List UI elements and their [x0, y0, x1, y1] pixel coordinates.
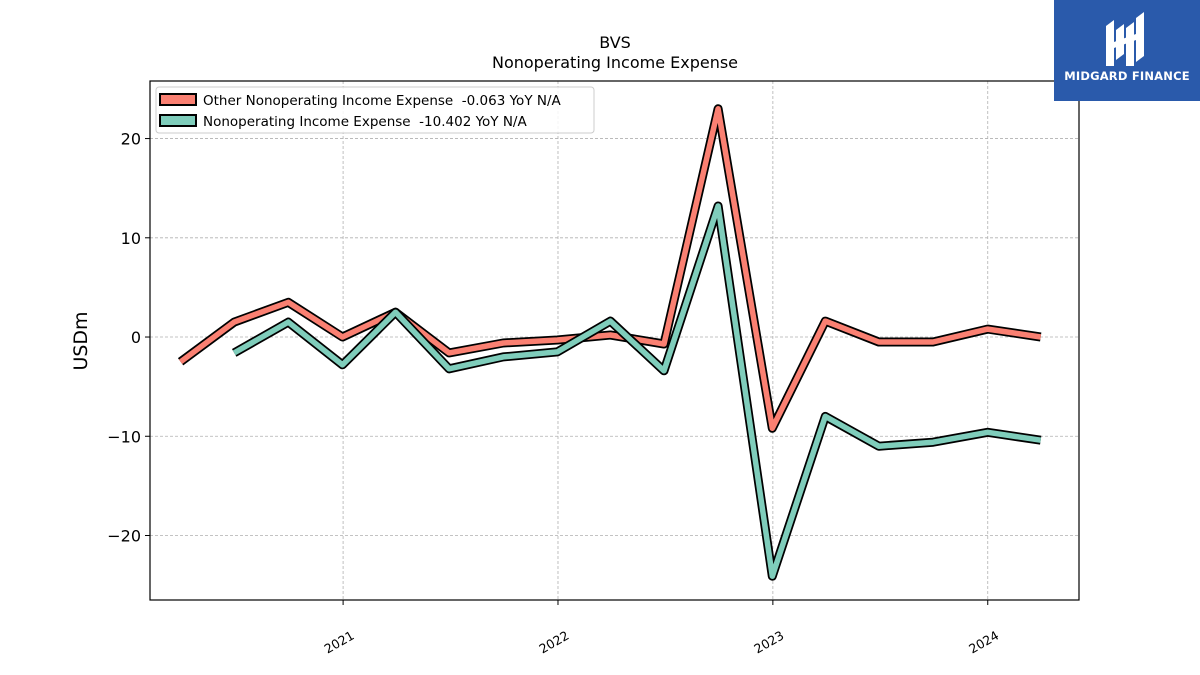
x-tick-label: 2022 [536, 628, 571, 657]
series-line-1 [232, 203, 1042, 579]
series-line-0 [178, 106, 1042, 432]
y-tick-label: 10 [121, 229, 141, 248]
y-tick-label: 0 [131, 328, 141, 347]
legend-label-nonoperating: Nonoperating Income Expense -10.402 YoY … [203, 114, 527, 130]
y-axis-label: USDm [70, 311, 92, 370]
chart-subtitle: Nonoperating Income Expense [492, 53, 738, 72]
x-tick-label: 2023 [751, 628, 786, 657]
legend-frame [155, 86, 595, 134]
brand-name: MIDGARD FINANCE [1064, 69, 1190, 83]
series-lines [177, 104, 1042, 581]
legend-swatch-nonoperating [159, 114, 197, 127]
y-tick-label: −20 [107, 526, 141, 545]
legend-label-other: Other Nonoperating Income Expense -0.063… [203, 93, 562, 109]
x-tick-label: 2024 [966, 628, 1001, 657]
x-tick-label: 2021 [322, 628, 357, 657]
brand-logo: MIDGARD FINANCE [1054, 0, 1200, 101]
chart-title: BVS [599, 33, 631, 52]
legend: Other Nonoperating Income Expense -0.063… [155, 86, 595, 134]
midgard-logo-icon [1106, 12, 1144, 66]
x-axis-ticks: 2021 2022 2023 2024 [322, 600, 1001, 657]
y-axis-ticks: −20 −10 0 10 20 [107, 130, 150, 545]
plot-frame [149, 80, 1080, 601]
legend-swatch-other [159, 93, 197, 106]
y-tick-label: 20 [121, 130, 141, 149]
y-tick-label: −10 [107, 427, 141, 446]
gridlines [150, 81, 1079, 600]
